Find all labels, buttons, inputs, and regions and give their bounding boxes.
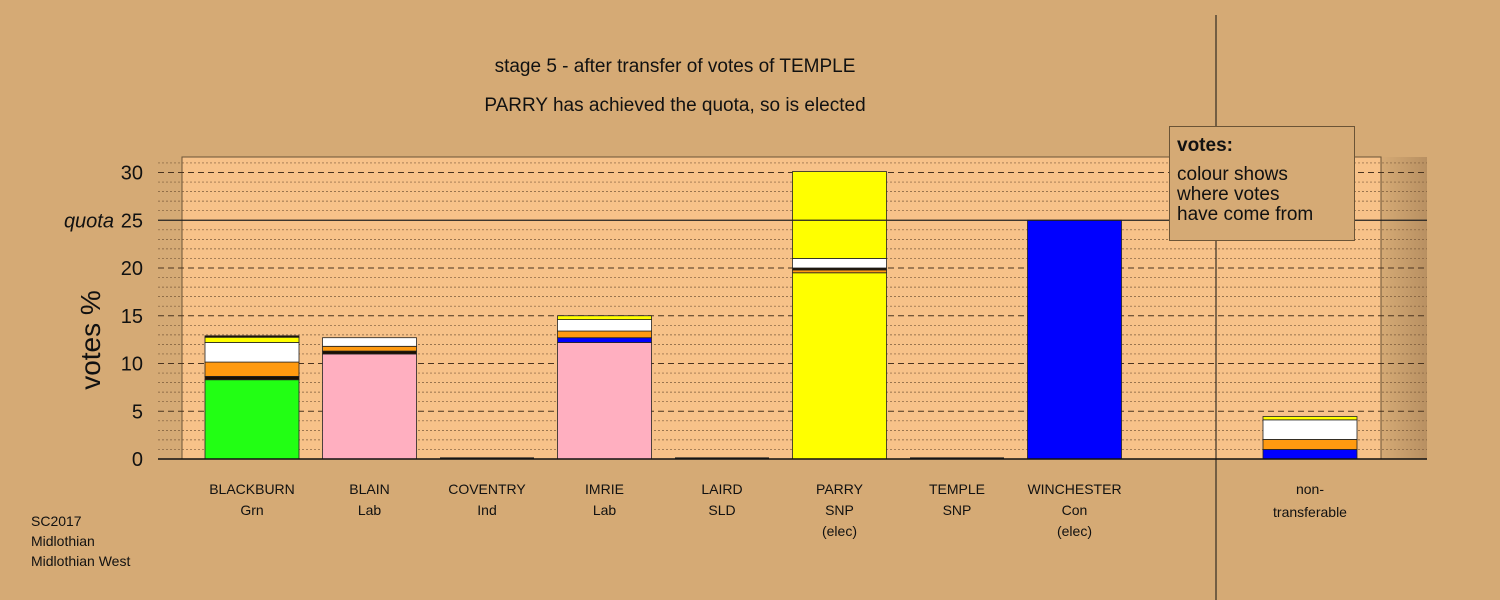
bar-nontransferable-segment <box>1262 416 1358 421</box>
bar-blain-segment <box>322 350 417 355</box>
y-tick-labels: 0 5 10 15 20 25 30 <box>121 163 143 472</box>
bar-imrie-segment <box>557 342 652 460</box>
legend-line-2: where votes <box>1177 184 1280 205</box>
council-name: Midlothian <box>31 533 95 549</box>
legend-box: votes: colour shows where votes have com… <box>1169 126 1355 241</box>
y-tick-label: 30 <box>121 163 143 185</box>
chart-subtitle: PARRY has achieved the quota, so is elec… <box>484 95 865 116</box>
election-code: SC2017 <box>31 513 82 529</box>
candidate-party-laird: SLD <box>708 502 735 518</box>
bar-blackburn-segment <box>204 342 300 363</box>
candidate-party-blain: Lab <box>358 502 382 518</box>
candidate-party-temple: SNP <box>943 502 972 518</box>
bar-parry-segment <box>792 272 887 460</box>
x-category-labels: BLACKBURN Grn BLAIN Lab COVENTRY Ind IMRIE Lab L… <box>209 481 1121 539</box>
candidate-party-imrie: Lab <box>593 502 617 518</box>
bar-imrie-segment <box>557 315 652 320</box>
candidate-name-temple: TEMPLE <box>929 481 985 497</box>
bar-nontransferable-segment <box>1262 419 1358 440</box>
bar-blackburn-segment <box>204 361 300 377</box>
nontransferable-label-line2: transferable <box>1273 504 1347 520</box>
y-axis-label: votes % <box>75 290 106 390</box>
election-info: SC2017 Midlothian Midlothian West <box>31 511 130 571</box>
candidate-name-blackburn: BLACKBURN <box>209 481 295 497</box>
candidate-name-imrie: IMRIE <box>585 481 624 497</box>
candidate-name-coventry: COVENTRY <box>448 481 526 497</box>
y-tick-label: 25 <box>121 210 143 232</box>
candidate-name-laird: LAIRD <box>701 481 742 497</box>
candidate-name-winchester: WINCHESTER <box>1027 481 1121 497</box>
bar-blackburn-segment <box>204 336 300 343</box>
y-tick-label: 20 <box>121 258 143 280</box>
legend-line-1: colour shows <box>1177 164 1288 185</box>
bar-parry-segment <box>792 258 887 269</box>
candidate-name-parry: PARRY <box>816 481 864 497</box>
bar-nontransferable-segment <box>1262 439 1358 450</box>
y-tick-label: 0 <box>132 449 143 471</box>
bar-blackburn-segment <box>204 335 300 338</box>
candidate-party-blackburn: Grn <box>240 502 263 518</box>
candidate-status-winchester: (elec) <box>1057 523 1092 539</box>
candidate-party-coventry: Ind <box>477 502 496 518</box>
ward-name: Midlothian West <box>31 553 131 569</box>
plot-shadow <box>1381 157 1427 459</box>
candidate-name-blain: BLAIN <box>349 481 389 497</box>
quota-label: quota <box>64 210 114 232</box>
bar-nontransferable-segment <box>1262 449 1358 460</box>
nontransferable-label-line1: non- <box>1296 481 1324 497</box>
bar-imrie-segment <box>557 330 652 339</box>
bar-blain-segment <box>322 337 417 347</box>
bar-winchester-segment <box>1027 219 1122 460</box>
y-tick-label: 15 <box>121 306 143 328</box>
bar-blackburn-segment <box>204 379 300 460</box>
bars <box>204 171 1358 460</box>
legend-title: votes: <box>1177 135 1233 156</box>
candidate-party-parry: SNP <box>825 502 854 518</box>
candidate-party-winchester: Con <box>1062 502 1088 518</box>
bar-parry-segment <box>792 171 887 259</box>
candidate-status-parry: (elec) <box>822 523 857 539</box>
bar-imrie-segment <box>557 337 652 343</box>
chart-title: stage 5 - after transfer of votes of TEM… <box>495 56 856 77</box>
bar-blackburn-segment <box>204 375 300 381</box>
bar-blain-segment <box>322 345 417 352</box>
y-tick-label: 10 <box>121 354 143 376</box>
legend-line-3: have come from <box>1177 204 1314 225</box>
bar-blain-segment <box>322 353 417 460</box>
bar-imrie-segment <box>557 319 652 332</box>
bar-parry-segment <box>792 269 887 274</box>
y-tick-label: 5 <box>132 401 143 423</box>
